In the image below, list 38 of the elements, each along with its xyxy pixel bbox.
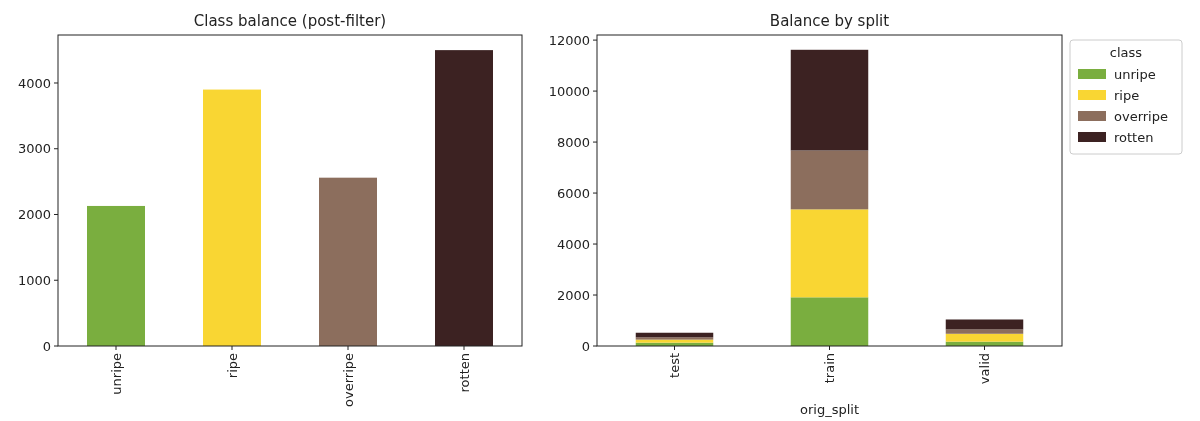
legend-title: class	[1109, 45, 1143, 60]
x-axis-title: orig_split	[799, 402, 860, 417]
x-tick-label: unripe	[108, 353, 124, 395]
x-tick-label: valid	[977, 353, 993, 385]
bar	[790, 209, 869, 298]
y-tick-label: 6000	[556, 185, 590, 201]
x-tick-label: ripe	[224, 353, 240, 379]
bar	[790, 297, 869, 346]
chart-title: Balance by split	[769, 12, 890, 30]
bar	[790, 49, 869, 151]
bar	[203, 89, 261, 346]
x-tick-label: test	[667, 353, 683, 378]
x-tick-label: rotten	[456, 353, 472, 393]
y-tick-label: 2000	[17, 207, 51, 223]
legend-label: ripe	[1114, 87, 1140, 103]
legend-label: overripe	[1114, 108, 1168, 124]
bar	[435, 50, 493, 346]
bar	[319, 177, 377, 346]
x-tick-label: overripe	[340, 353, 356, 407]
x-tick-label: train	[822, 353, 838, 384]
y-tick-label: 4000	[17, 75, 51, 91]
y-tick-label: 3000	[17, 141, 51, 157]
legend-label: unripe	[1114, 66, 1156, 82]
y-tick-label: 12000	[548, 32, 590, 48]
y-tick-label: 2000	[556, 287, 590, 303]
y-tick-label: 1000	[17, 272, 51, 288]
bar	[945, 329, 1024, 334]
chart-title: Class balance (post-filter)	[193, 12, 387, 30]
y-tick-label: 4000	[556, 236, 590, 252]
legend-label: rotten	[1114, 129, 1154, 145]
bar	[790, 150, 869, 210]
y-tick-label: 0	[581, 338, 590, 354]
y-tick-label: 10000	[548, 83, 590, 99]
bar	[87, 205, 145, 346]
bar	[945, 319, 1024, 330]
y-tick-label: 8000	[556, 134, 590, 150]
bar	[945, 333, 1024, 342]
y-tick-label: 0	[42, 338, 51, 354]
